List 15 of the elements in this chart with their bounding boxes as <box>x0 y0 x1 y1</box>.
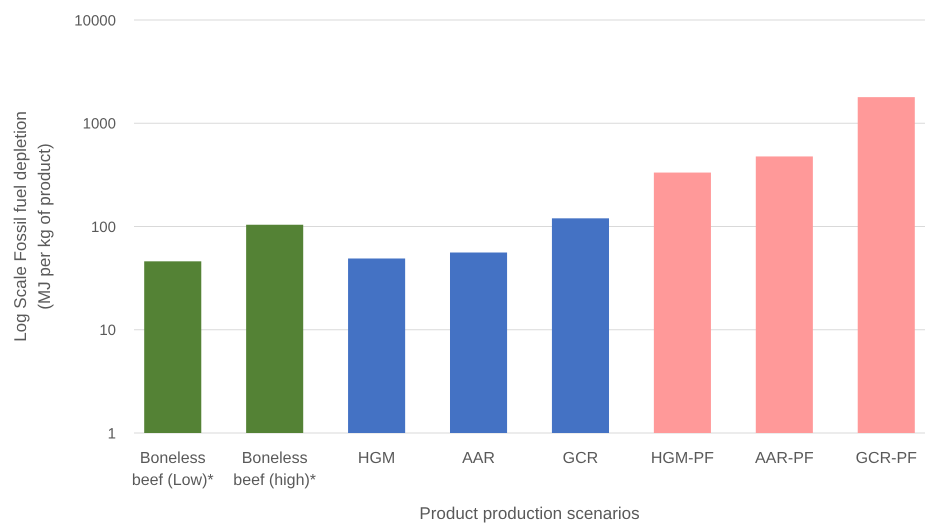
x-tick-label: GCR-PF <box>856 450 918 467</box>
y-tick-label: 1 <box>108 425 116 442</box>
x-tick-label: Boneless beef (high)* <box>233 450 316 489</box>
y-tick-label: 100 <box>90 218 116 236</box>
y-tick-label: 1000 <box>82 116 116 132</box>
x-tick-label: HGM-PF <box>650 450 714 467</box>
x-tick-label: AAR-PF <box>754 450 814 467</box>
y-tick-label: 10 <box>99 322 116 339</box>
y-tick-label: 10000 <box>74 12 116 30</box>
x-tick-label: HGM <box>358 450 396 467</box>
x-tick-label: Boneless beef (Low)* <box>132 450 214 489</box>
x-tick-label: GCR <box>562 450 598 467</box>
x-tick-label: AAR <box>462 450 495 467</box>
y-axis-title: Log Scale Fossil fuel depletion (MJ per kg of product) <box>11 111 54 342</box>
x-axis-title: Product production scenarios <box>419 504 640 523</box>
